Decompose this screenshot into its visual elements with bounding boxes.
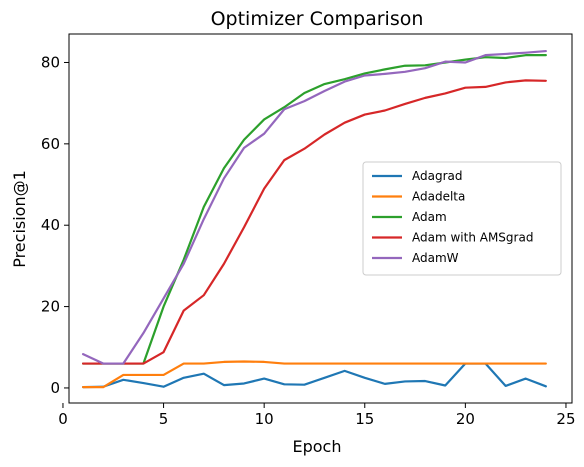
legend-label-1: Adadelta (412, 190, 465, 204)
x-tick-label: 25 (556, 410, 575, 428)
chart-title: Optimizer Comparison (211, 8, 424, 30)
legend-label-3: Adam with AMSgrad (412, 231, 533, 245)
series-layer (81, 49, 547, 389)
legend-label-0: Adagrad (412, 169, 463, 183)
y-axis-ticks: 0 20 40 60 80 (41, 53, 69, 397)
x-tick-label: 5 (159, 410, 169, 428)
legend-box (362, 161, 562, 276)
x-tick-label: 20 (456, 410, 475, 428)
series-line-4 (81, 49, 547, 365)
legend: Adagrad Adadelta Adam Adam with AMSgrad Adam… (362, 161, 562, 276)
plot-area-frame (68, 33, 573, 404)
y-tick-label: 60 (41, 135, 60, 153)
x-tick-label: 10 (255, 410, 274, 428)
y-axis-label: Precision@1 (10, 170, 29, 268)
x-tick-label: 0 (58, 410, 68, 428)
series-line-3 (81, 79, 547, 365)
y-tick-label: 20 (41, 298, 60, 316)
x-axis-label: Epoch (293, 437, 342, 456)
y-tick-label: 80 (41, 53, 60, 71)
series-line-2 (81, 54, 547, 365)
x-axis-ticks: 0 5 10 15 20 25 (58, 403, 576, 428)
y-tick-label: 40 (41, 216, 60, 234)
y-tick-label: 0 (50, 379, 60, 397)
x-tick-label: 15 (355, 410, 374, 428)
legend-label-2: Adam (412, 210, 447, 224)
series-line-1 (81, 360, 547, 389)
legend-label-4: AdamW (412, 251, 459, 265)
